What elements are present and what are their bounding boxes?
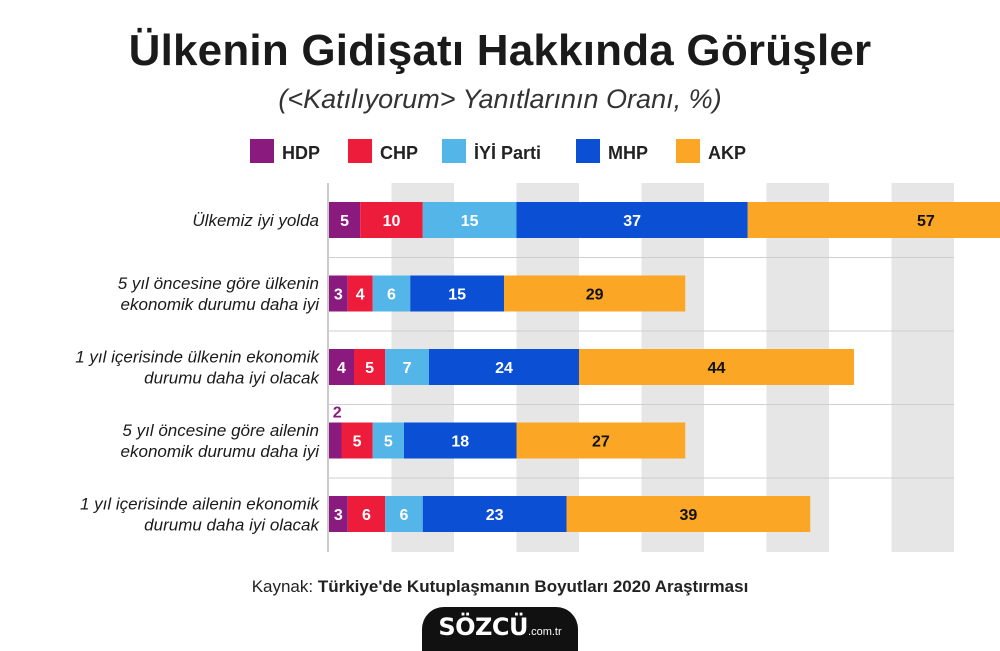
data-label-hdp: 5 [340,213,349,230]
bar-segment-iyi [385,496,423,532]
logo-main-text: SÖZCÜ [438,613,529,641]
data-label-chp: 6 [362,507,371,524]
legend-label-mhp: MHP [608,143,648,163]
data-label-mhp: 24 [495,360,513,377]
bar-segment-akp [566,496,811,532]
data-label-iyi: 5 [384,434,393,451]
data-label-iyi: 15 [461,213,479,230]
category-label: ekonomik durumu daha iyi [121,442,321,461]
bar-segment-hdp [329,202,361,238]
bar-segment-akp [579,349,854,385]
bar-segment-akp [516,422,686,459]
legend-label-iyi: İYİ Parti [474,143,541,163]
bar-segment-iyi [372,275,411,312]
bar-segment-chp [354,349,386,385]
legend-swatch-hdp [250,139,274,163]
bar-segment-mhp [516,202,748,238]
category-label: 5 yıl öncesine göre ailenin [122,421,319,440]
data-label-iyi: 6 [387,287,396,304]
chart-subtitle: (<Katılıyorum> Yanıtlarının Oranı, %) [278,84,722,114]
data-label-hdp: 2 [333,405,342,422]
legend-swatch-iyi [442,139,466,163]
data-label-iyi: 6 [400,507,409,524]
bar-segment-chp [347,496,386,532]
bar-segment-akp [747,202,1000,238]
data-label-mhp: 37 [623,213,641,230]
bar-segment-mhp [410,275,504,312]
legend-swatch-chp [348,139,372,163]
category-label: Ülkemiz iyi yolda [192,211,319,230]
data-label-chp: 5 [365,360,374,377]
source-name: Türkiye'de Kutuplaşmanın Boyutları 2020 … [317,577,749,596]
data-label-mhp: 15 [448,287,466,304]
legend-swatch-mhp [576,139,600,163]
bar-segment-iyi [372,422,404,459]
legend-label-akp: AKP [708,143,746,163]
bar-segment-iyi [385,349,429,385]
data-label-chp: 4 [356,287,365,304]
category-label: 1 yıl içerisinde ülkenin ekonomik [75,348,320,367]
chart-title: Ülkenin Gidişatı Hakkında Görüşler [128,26,872,75]
data-label-chp: 5 [353,434,362,451]
category-label: 5 yıl öncesine göre ülkenin [118,274,319,293]
data-label-mhp: 18 [451,434,469,451]
grid-band [891,183,954,552]
data-label-akp: 57 [917,213,935,230]
legend-swatch-akp [676,139,700,163]
category-label: 1 yıl içerisinde ailenin ekonomik [80,495,321,514]
legend-label-hdp: HDP [282,143,320,163]
sozcu-logo: SÖZCÜ.com.tr [422,607,578,651]
bar-segment-chp [360,202,423,238]
data-label-hdp: 4 [337,360,346,377]
data-label-mhp: 23 [486,507,504,524]
bar-segment-chp [347,275,373,312]
bar-segment-iyi [422,202,517,238]
category-label: durumu daha iyi olacak [144,516,320,535]
data-label-akp: 39 [679,507,697,524]
source-prefix: Kaynak: [251,577,318,596]
data-label-hdp: 3 [334,507,343,524]
bar-segment-akp [504,275,686,312]
data-label-akp: 44 [708,360,726,377]
bar-segment-mhp [422,496,567,532]
data-label-akp: 29 [586,287,604,304]
category-label: durumu daha iyi olacak [144,369,320,388]
bar-segment-hdp [329,275,348,312]
data-label-iyi: 7 [403,360,412,377]
bar-segment-hdp [329,422,342,459]
logo-suffix-text: .com.tr [528,626,562,638]
bar-segment-mhp [404,422,517,459]
data-label-hdp: 3 [334,287,343,304]
source-line: Kaynak: Türkiye'de Kutuplaşmanın Boyutla… [0,577,1000,597]
data-label-chp: 10 [383,213,401,230]
bar-segment-chp [341,422,373,459]
legend-label-chp: CHP [380,143,418,163]
category-label: ekonomik durumu daha iyi [121,295,321,314]
data-label-akp: 27 [592,434,610,451]
bar-segment-mhp [429,349,579,385]
bar-segment-hdp [329,349,354,385]
bar-segment-hdp [329,496,348,532]
